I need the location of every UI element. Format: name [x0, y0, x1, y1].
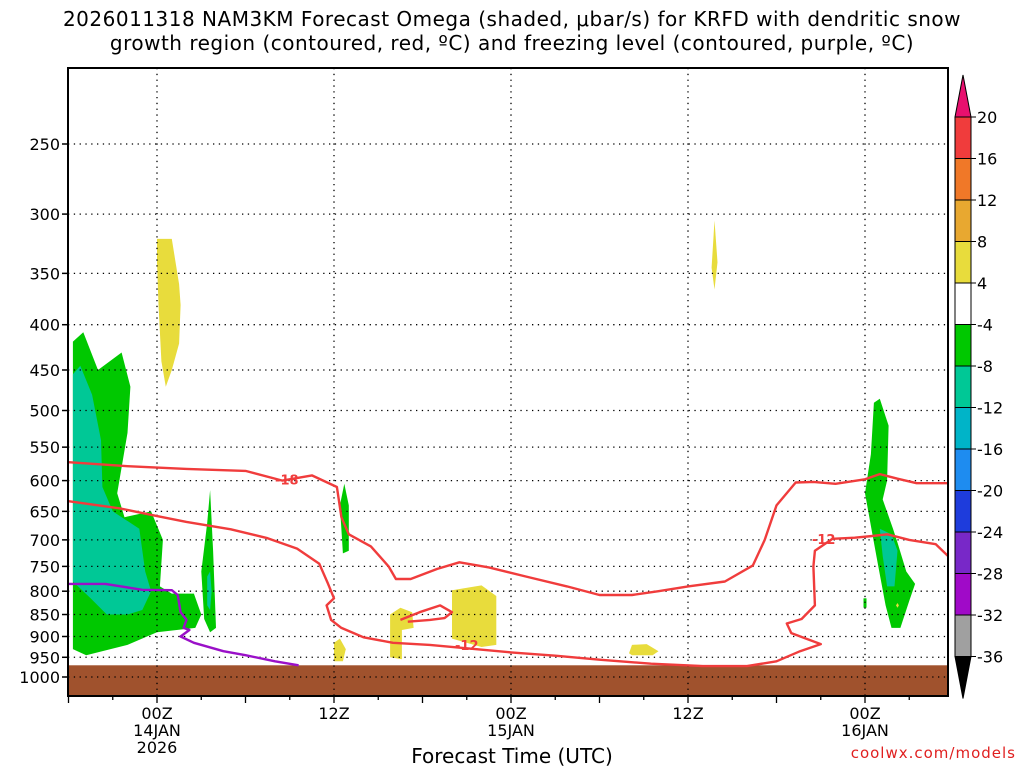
colorbar-swatch-12 — [954, 573, 972, 616]
colorbar-label-12: -32 — [977, 606, 1003, 625]
omega-region-10 — [452, 585, 497, 647]
y-tick-label-850: 850 — [29, 606, 60, 625]
y-tick-label-700: 700 — [29, 531, 60, 550]
x-tick-label-2-0: 00Z — [495, 704, 526, 723]
colorbar-swatch-2 — [954, 158, 972, 201]
x-axis-label: Forecast Time (UTC) — [411, 744, 613, 768]
site-credit[interactable]: coolwx.com/models — [850, 744, 1016, 762]
omega-region-1 — [72, 365, 152, 615]
colorbar-swatch-5 — [954, 282, 972, 325]
omega-region-12 — [334, 638, 346, 662]
dgz-contour-label-0: -18 — [275, 474, 299, 489]
colorbar-top-arrow — [954, 74, 972, 118]
x-tick-label-3-0: 12Z — [672, 704, 703, 723]
colorbar-label-4: 4 — [977, 274, 987, 293]
colorbar-label-0: 20 — [977, 108, 997, 127]
chart-title-line2: growth region (contoured, red, ºC) and f… — [109, 31, 915, 55]
y-tick-label-250: 250 — [29, 135, 60, 154]
y-tick-label-350: 350 — [29, 264, 60, 283]
colorbar-label-5: -4 — [977, 316, 993, 335]
dgz-contour-0 — [68, 461, 948, 597]
colorbar-label-13: -36 — [977, 648, 1003, 667]
colorbar-label-2: 12 — [977, 191, 997, 210]
colorbar-swatch-11 — [954, 531, 972, 574]
colorbar-swatch-1 — [954, 116, 972, 159]
omega-region-5 — [865, 398, 916, 628]
y-tick-label-450: 450 — [29, 361, 60, 380]
colorbar-swatch-8 — [954, 407, 972, 450]
colorbar-label-1: 16 — [977, 150, 997, 169]
x-tick-label-4-1: 16JAN — [841, 721, 889, 740]
x-tick-label-0-1: 14JAN — [133, 721, 181, 740]
x-tick-label-2-1: 15JAN — [487, 721, 535, 740]
omega-region-13 — [629, 644, 659, 656]
colorbar-label-11: -28 — [977, 565, 1003, 584]
y-tick-label-800: 800 — [29, 582, 60, 601]
plot-frame — [67, 67, 949, 697]
colorbar-swatch-3 — [954, 199, 972, 242]
dgz-contour-2 — [399, 604, 454, 623]
omega-region-8 — [157, 238, 181, 387]
omega-region-6 — [879, 528, 898, 587]
colorbar-bottom-arrow — [954, 656, 972, 699]
chart-title-line1: 2026011318 NAM3KM Forecast Omega (shaded… — [62, 7, 962, 31]
y-tick-label-300: 300 — [29, 205, 60, 224]
omega-region-14 — [896, 603, 899, 608]
omega-region-9 — [711, 220, 718, 290]
colorbar-label-3: 8 — [977, 233, 987, 252]
colorbar-label-10: -24 — [977, 523, 1003, 542]
colorbar-label-8: -16 — [977, 440, 1003, 459]
colorbar-swatch-10 — [954, 490, 972, 533]
dgz-contour-label-1: -12 — [812, 533, 836, 548]
omega-region-2 — [201, 490, 216, 633]
y-tick-label-650: 650 — [29, 502, 60, 521]
y-tick-label-550: 550 — [29, 438, 60, 457]
y-tick-label-500: 500 — [29, 402, 60, 421]
plot-area: -18 -12 -12 — [68, 68, 948, 696]
x-tick-label-0-2: 2026 — [137, 738, 178, 757]
dgz-contour-1 — [68, 500, 948, 668]
y-tick-label-900: 900 — [29, 627, 60, 646]
omega-region-3 — [207, 571, 212, 610]
y-tick-label-950: 950 — [29, 648, 60, 667]
colorbar-swatch-4 — [954, 241, 972, 284]
x-tick-label-0-0: 00Z — [141, 704, 172, 723]
omega-region-7 — [863, 598, 867, 608]
terrain-ground — [68, 665, 948, 696]
colorbar-label-7: -12 — [977, 399, 1003, 418]
y-tick-label-750: 750 — [29, 557, 60, 576]
colorbar-label-9: -20 — [977, 482, 1003, 501]
colorbar-swatch-7 — [954, 365, 972, 408]
x-tick-label-1-0: 12Z — [318, 704, 349, 723]
colorbar-swatch-13 — [954, 614, 972, 657]
colorbar-swatch-6 — [954, 324, 972, 367]
x-tick-label-4-0: 00Z — [849, 704, 880, 723]
colorbar-label-6: -8 — [977, 357, 993, 376]
y-tick-label-400: 400 — [29, 316, 60, 335]
y-tick-label-1000: 1000 — [19, 668, 60, 687]
colorbar-swatch-9 — [954, 448, 972, 491]
dgz-contour-label-2: -12 — [455, 639, 479, 654]
omega-region-4 — [339, 483, 349, 554]
y-tick-label-600: 600 — [29, 472, 60, 491]
freezing-level-contour — [68, 582, 299, 667]
